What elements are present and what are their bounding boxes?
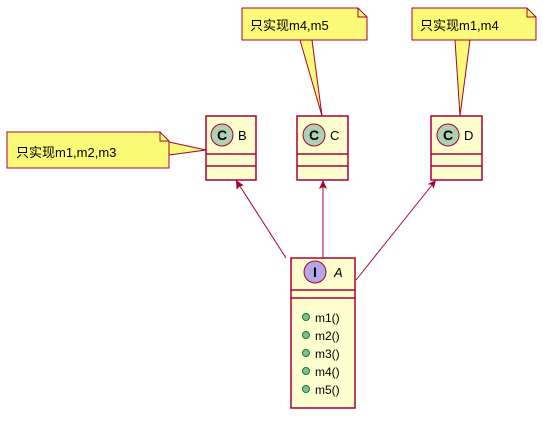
note-c: 只实现m4,m5 xyxy=(241,7,368,41)
class-badge-icon xyxy=(210,123,234,147)
class-name: C xyxy=(330,128,339,143)
class-name: D xyxy=(464,128,473,143)
method-m1[interactable]: m1() xyxy=(302,311,340,325)
class-c[interactable]: C C xyxy=(296,115,349,181)
class-name: B xyxy=(238,128,247,143)
arrowhead xyxy=(319,180,327,189)
interface-badge-icon xyxy=(303,260,327,284)
note-text: 只实现m1,m2,m3 xyxy=(16,145,116,160)
method-label: m3() xyxy=(315,347,340,361)
note-connector-c xyxy=(299,39,323,117)
method-m4[interactable]: m4() xyxy=(302,365,340,379)
method-label: m2() xyxy=(315,329,340,343)
public-method-icon xyxy=(302,313,310,321)
arrowhead xyxy=(236,180,244,190)
public-method-icon xyxy=(302,349,310,357)
class-badge-icon xyxy=(302,123,326,147)
interface-badge-letter: I xyxy=(313,264,317,280)
public-method-icon xyxy=(302,331,310,339)
class-badge-letter: C xyxy=(309,127,319,143)
interface-name: A xyxy=(333,265,343,280)
class-d[interactable]: C D xyxy=(430,115,483,181)
interface-a[interactable]: I A m1() m2() m3() m4() m5() xyxy=(290,257,356,409)
public-method-icon xyxy=(302,385,310,393)
arrowhead xyxy=(427,180,436,189)
class-badge-letter: C xyxy=(217,127,227,143)
class-badge-icon xyxy=(436,123,460,147)
note-connector-b xyxy=(168,141,207,156)
note-connector-d xyxy=(454,39,471,117)
method-m3[interactable]: m3() xyxy=(302,347,340,361)
relation-a-to-b xyxy=(235,179,287,259)
relation-a-to-d xyxy=(355,179,437,281)
method-m2[interactable]: m2() xyxy=(302,329,340,343)
note-d: 只实现m1,m4 xyxy=(411,7,537,41)
method-label: m1() xyxy=(315,311,340,325)
relation-a-to-c xyxy=(319,180,327,258)
class-badge-letter: C xyxy=(443,127,453,143)
method-m5[interactable]: m5() xyxy=(302,383,340,397)
note-text: 只实现m4,m5 xyxy=(250,18,329,33)
note-b: 只实现m1,m2,m3 xyxy=(6,131,170,169)
note-text: 只实现m1,m4 xyxy=(420,18,499,33)
class-b[interactable]: C B xyxy=(205,115,257,181)
method-label: m5() xyxy=(315,383,340,397)
public-method-icon xyxy=(302,367,310,375)
method-label: m4() xyxy=(315,365,340,379)
